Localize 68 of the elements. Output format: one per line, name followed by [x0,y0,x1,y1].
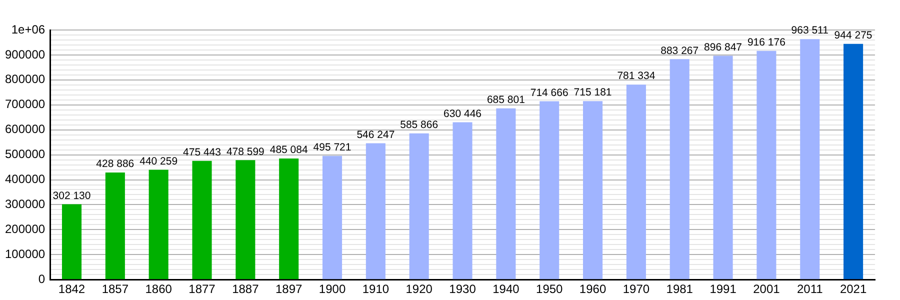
data-label: 715 181 [574,86,612,99]
data-label: 963 511 [791,24,829,37]
bar [713,56,733,280]
data-label: 478 599 [226,146,265,158]
y-tick-label: 200000 [4,222,46,236]
x-tick-label: 1877 [188,282,216,296]
bar [105,172,125,280]
data-label: 916 176 [747,36,786,49]
x-tick-label: 1887 [232,282,260,296]
x-tick-label: 2021 [840,282,867,296]
y-tick-label: 100000 [4,246,46,261]
y-tick-label: 900000 [4,47,46,62]
bar [366,143,386,280]
y-tick-label: 800000 [4,72,46,86]
bar [409,133,429,280]
x-tick-label: 1900 [318,282,346,296]
x-tick-label: 1842 [58,282,86,296]
y-tick-label: 700000 [4,97,46,112]
x-tick-label: 1991 [710,282,737,296]
x-tick-label: 2011 [796,282,824,296]
x-tick-label: 1960 [579,282,606,296]
y-tick-label: 300000 [4,197,46,212]
data-label: 440 259 [140,155,178,168]
data-label: 630 446 [444,108,482,120]
data-label: 428 886 [96,158,134,170]
bar [452,122,472,280]
x-tick-label: 1860 [145,282,172,296]
bar [236,160,256,280]
x-tick-label: 1930 [449,282,476,296]
bar [496,108,516,280]
bar [279,158,299,280]
y-tick-label: 500000 [4,147,46,162]
bar [756,50,776,280]
data-label: 781 334 [617,70,656,82]
x-tick-label: 2001 [753,282,780,296]
data-label: 714 666 [530,86,568,99]
bar [322,156,342,280]
x-tick-label: 1920 [406,282,433,296]
data-label: 475 443 [183,146,222,159]
bar [626,84,646,280]
data-label: 883 267 [660,44,699,57]
data-label: 685 801 [486,94,526,106]
bar [148,170,168,280]
y-tick-label: 1e+06 [11,22,46,36]
x-tick-label: 1981 [666,282,694,296]
data-label: 896 847 [704,41,742,54]
x-tick-label: 1897 [275,282,303,296]
x-tick-label: 1940 [492,282,520,296]
data-label: 585 866 [400,119,438,132]
bar [540,101,560,280]
data-label: 302 130 [52,190,91,202]
y-tick-label: 400000 [4,172,46,186]
bar [844,44,864,280]
bar [670,59,690,280]
bar [62,204,82,280]
bar [800,39,820,280]
bar [583,101,603,280]
bar [192,160,212,280]
y-tick-label: 0 [38,272,46,286]
x-tick-label: 1970 [622,282,650,296]
data-label: 495 721 [313,142,352,154]
data-label: 546 247 [356,128,395,141]
y-tick-label: 600000 [4,122,46,136]
x-tick-label: 1950 [536,282,564,296]
data-label: 944 275 [834,30,872,42]
x-tick-label: 1857 [102,282,129,296]
data-label: 485 084 [270,144,308,156]
x-tick-label: 1910 [362,282,390,296]
